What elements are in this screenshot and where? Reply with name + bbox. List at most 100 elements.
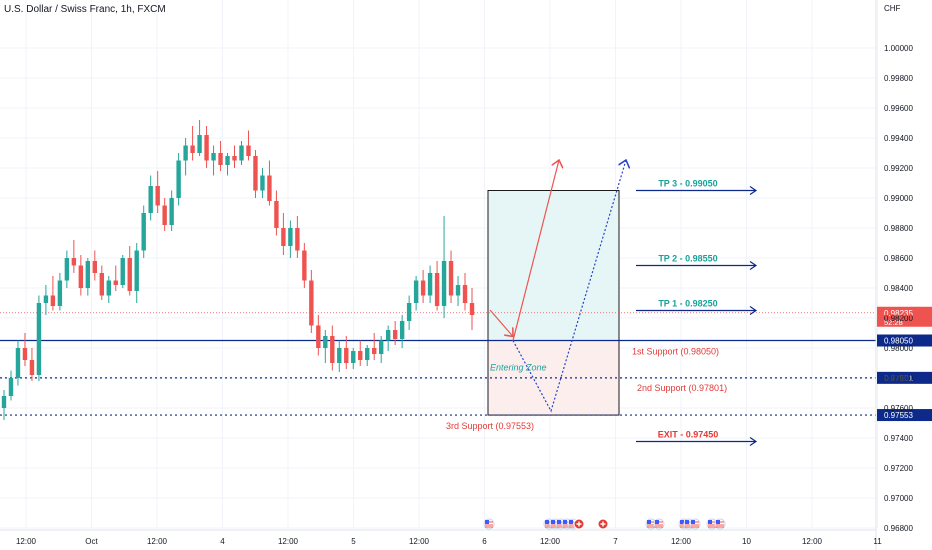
- candle-body: [148, 186, 153, 213]
- price-tick: 0.97400: [884, 434, 913, 443]
- candle-body: [448, 261, 454, 296]
- candle-body: [22, 348, 28, 360]
- candle-body: [43, 295, 49, 303]
- price-tag: [877, 371, 932, 384]
- time-tick: 12:00: [540, 537, 561, 546]
- price-tick: 0.97000: [884, 494, 913, 503]
- price-tick: 0.98200: [884, 314, 913, 323]
- price-tick: 0.99800: [884, 74, 913, 83]
- support-caption: 3rd Support (0.97553): [446, 421, 534, 431]
- support-caption: 1st Support (0.98050): [632, 347, 719, 357]
- target-arrow-head: [749, 186, 758, 195]
- target-label: EXIT - 0.97450: [658, 430, 719, 440]
- candle-body: [141, 213, 146, 251]
- bullish-arrow-alternative: [512, 160, 626, 413]
- candle-body: [274, 201, 279, 228]
- candle-body: [358, 351, 363, 360]
- price-tick: 1.00000: [884, 44, 913, 53]
- candle-body: [8, 378, 14, 396]
- event-flag-icon[interactable]: [597, 518, 609, 530]
- price-tag-label: 0.97801: [884, 374, 913, 383]
- candle-body: [399, 321, 405, 339]
- price-tick: 0.98400: [884, 284, 913, 293]
- candle-body: [239, 145, 244, 161]
- candle-body: [197, 135, 202, 153]
- candle-body: [295, 228, 300, 251]
- time-tick: 4: [220, 537, 225, 546]
- candle-body: [169, 198, 174, 225]
- candle-body: [225, 156, 230, 165]
- candle-body: [330, 336, 335, 363]
- candle-body: [309, 280, 314, 326]
- drop-arrow: [489, 309, 513, 337]
- price-axis[interactable]: 1.00000 0.99800 0.99600 0.99400 0.99200 0.990…: [875, 0, 913, 550]
- event-flag-icon[interactable]: [483, 518, 495, 530]
- candle-body: [469, 303, 475, 315]
- candle-body: [176, 160, 181, 198]
- candle-body: [15, 348, 21, 378]
- price-tag: [877, 334, 932, 347]
- candle-body: [365, 348, 370, 360]
- target-label: TP 1 - 0.98250: [658, 299, 717, 309]
- time-tick: 12:00: [409, 537, 430, 546]
- target-arrow-head: [749, 306, 758, 315]
- symbol-title: U.S. Dollar / Swiss Franc, 1h, FXCM: [4, 4, 166, 15]
- price-tick: 0.99200: [884, 164, 913, 173]
- price-tick: 0.98800: [884, 224, 913, 233]
- annotations: 1st Support (0.98050) 2nd Support (0.9780…: [446, 179, 758, 446]
- candle-body: [71, 258, 77, 266]
- candle-body: [36, 303, 42, 375]
- current-price-label: 0.98235: [884, 309, 913, 318]
- candle-body: [57, 280, 63, 306]
- candle-body: [385, 330, 391, 341]
- event-flag-icon[interactable]: [653, 518, 665, 530]
- price-tick: 0.98000: [884, 344, 913, 353]
- candle-body: [406, 303, 412, 321]
- time-axis[interactable]: 12:00 Oct 12:00 4 12:00 5 12:00 6 12:00 7 12:00 10 1…: [0, 529, 882, 546]
- candle-body: [92, 261, 98, 273]
- axis-unit-label: CHF: [884, 4, 901, 13]
- event-flag-icon[interactable]: [573, 518, 585, 530]
- candle-body: [64, 258, 70, 281]
- candle-body: [462, 285, 468, 303]
- candle-body: [85, 261, 91, 288]
- candles: [1, 120, 475, 420]
- price-tick: 0.99000: [884, 194, 913, 203]
- candle-body: [190, 145, 195, 153]
- candle-body: [392, 330, 398, 339]
- support-caption: 2nd Support (0.97801): [637, 383, 727, 393]
- price-tick: 0.97800: [884, 374, 913, 383]
- event-flag-icon[interactable]: [689, 518, 701, 530]
- bullish-arrow-primary: [512, 160, 559, 341]
- candle-body: [337, 348, 342, 363]
- candle-body: [1, 396, 7, 408]
- countdown-label: 52:28: [884, 318, 903, 327]
- candle-body: [427, 273, 433, 296]
- position-box: Entering Zone: [487, 190, 620, 416]
- time-tick: 12:00: [802, 537, 823, 546]
- candle-body: [372, 348, 377, 354]
- event-flags[interactable]: [483, 518, 726, 530]
- candle-body: [267, 175, 272, 201]
- candle-body: [50, 295, 56, 306]
- price-tag-label: 0.97553: [884, 411, 913, 420]
- candle-body: [378, 340, 384, 354]
- candle-body: [260, 175, 265, 191]
- entering-zone-label: Entering Zone: [490, 363, 547, 373]
- price-tick: 0.98600: [884, 254, 913, 263]
- candle-body: [434, 273, 440, 306]
- candle-body: [183, 145, 188, 161]
- target-arrow-head: [749, 437, 758, 446]
- candle-body: [162, 205, 167, 225]
- entry-zone: [487, 340, 620, 416]
- time-tick: 5: [351, 537, 356, 546]
- time-tick: 12:00: [278, 537, 299, 546]
- candle-body: [351, 351, 356, 363]
- candle-body: [120, 258, 125, 285]
- candle-body: [413, 280, 419, 303]
- candle-body: [218, 153, 223, 165]
- candle-body: [323, 336, 328, 348]
- event-flag-icon[interactable]: [714, 518, 726, 530]
